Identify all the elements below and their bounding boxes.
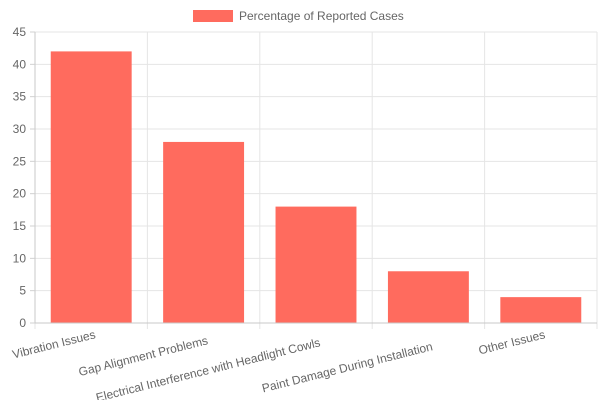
bar[interactable]: [163, 141, 245, 323]
legend-label: Percentage of Reported Cases: [239, 9, 404, 23]
y-tick-label: 5: [19, 284, 26, 298]
y-tick-label: 15: [13, 219, 27, 233]
bar[interactable]: [387, 271, 469, 323]
legend-swatch: [193, 10, 233, 22]
bar[interactable]: [275, 206, 357, 323]
y-tick-label: 45: [13, 25, 27, 39]
y-tick-label: 0: [19, 316, 26, 330]
bar[interactable]: [50, 51, 132, 324]
chart-legend[interactable]: Percentage of Reported Cases: [193, 9, 404, 23]
y-tick-label: 10: [13, 251, 27, 265]
y-tick-label: 35: [13, 90, 27, 104]
y-tick-label: 30: [13, 122, 27, 136]
y-tick-label: 25: [13, 154, 27, 168]
x-tick-label: Vibration Issues: [11, 327, 97, 361]
bar[interactable]: [500, 297, 582, 323]
y-tick-label: 20: [13, 187, 27, 201]
axes: [34, 32, 597, 324]
y-tick-label: 40: [13, 57, 27, 71]
y-axis-ticks: 0 5 10 15 20 25 30 35 40 45: [13, 25, 35, 330]
bars-group: [50, 51, 582, 324]
x-tick-label: Other Issues: [477, 327, 546, 357]
